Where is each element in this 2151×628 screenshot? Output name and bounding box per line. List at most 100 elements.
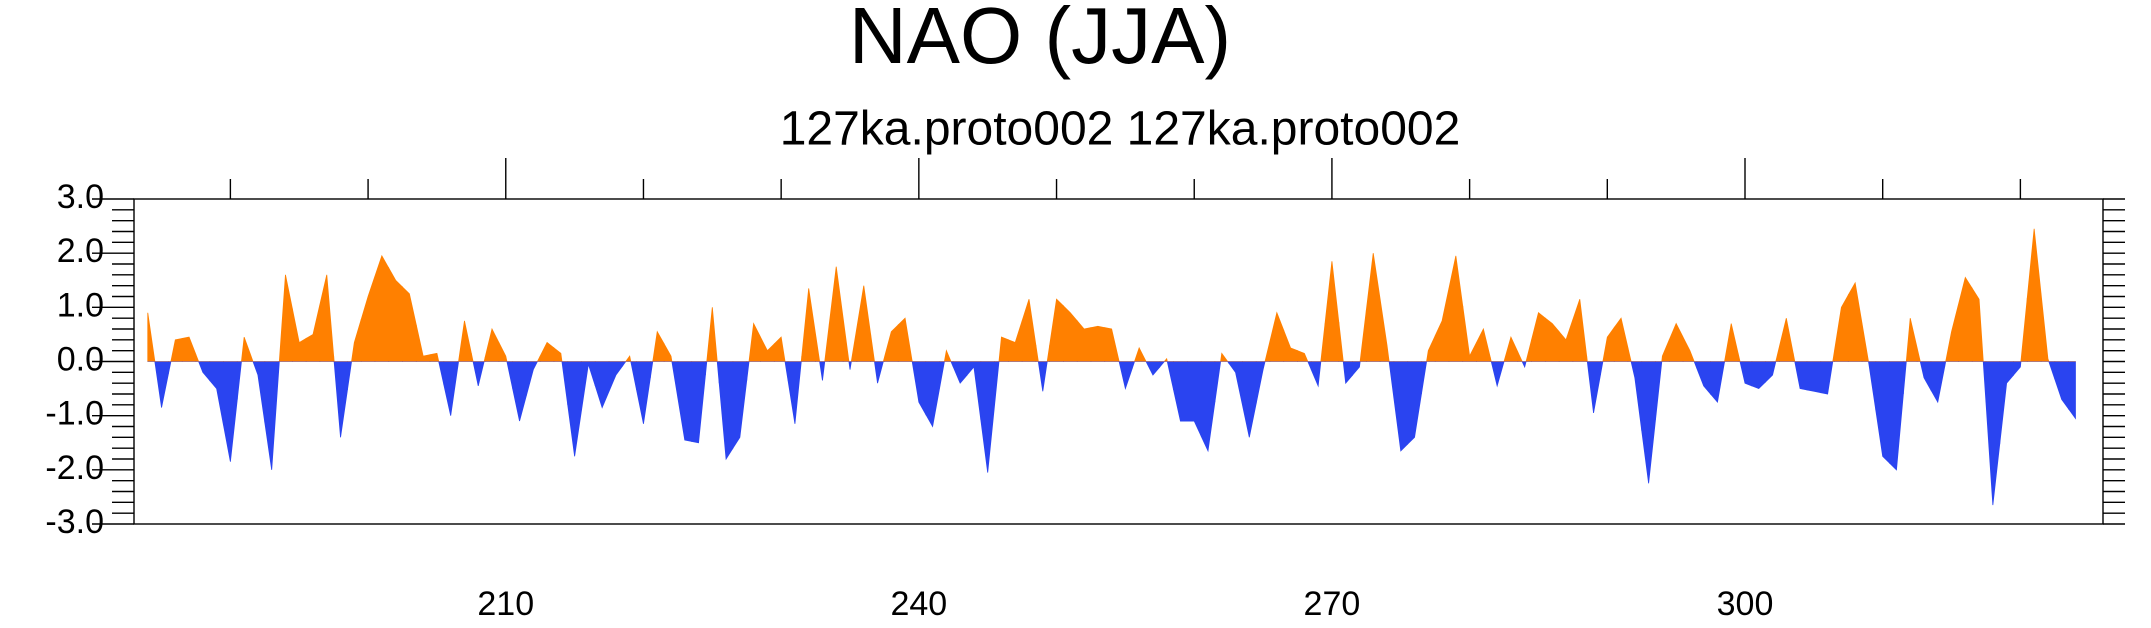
area-segment (1971, 286, 1987, 403)
area-segment (512, 361, 527, 422)
area-segment (1572, 299, 1588, 362)
area-segment (1421, 335, 1436, 395)
area-segment (1696, 361, 1711, 396)
area-segment (718, 361, 734, 461)
area-segment (594, 361, 610, 409)
area-segment (952, 361, 968, 384)
area-segment (760, 336, 775, 362)
area-segment (787, 356, 803, 424)
area-segment (470, 353, 486, 386)
area-segment (649, 330, 665, 378)
area-segment (1283, 330, 1298, 362)
area-segment (1407, 361, 1422, 446)
y-tick-label: 0.0 (57, 340, 104, 378)
area-segment (897, 317, 913, 362)
area-segment (278, 274, 293, 373)
area-segment (1916, 347, 1932, 392)
area-segment (319, 274, 335, 362)
area-segment (884, 323, 899, 362)
area-segment (1944, 304, 1959, 367)
area-segment (2054, 361, 2069, 411)
area-segment (636, 361, 651, 424)
area-segment (1173, 361, 1188, 422)
area-segment (1737, 353, 1753, 387)
area-segment (608, 361, 624, 392)
x-tick-label: 300 (1717, 585, 1774, 623)
area-segment (526, 355, 541, 396)
area-segment (415, 324, 431, 362)
area-segment (1434, 288, 1450, 362)
area-segment (925, 361, 940, 428)
area-segment (1930, 361, 1946, 404)
area-segment (1145, 361, 1161, 376)
area-segment (1338, 322, 1353, 385)
area-segment (1131, 346, 1147, 369)
area-segment (870, 334, 885, 384)
area-segment (1393, 361, 1409, 452)
area-segment (1710, 361, 1725, 404)
area-segment (333, 356, 348, 438)
area-segment (1352, 309, 1367, 377)
area-segment (553, 347, 569, 405)
plot-area: -3.0 -2.0 -1.0 0.0 1.0 2.0 3.0 210 240 270 300 (45, 158, 2125, 623)
y-tick-label: -3.0 (45, 503, 104, 541)
area-segment (1544, 317, 1560, 362)
area-segment (223, 361, 238, 462)
area-segment (1847, 281, 1863, 362)
area-segment (581, 361, 596, 411)
area-segment (1820, 350, 1835, 395)
area-segment (1462, 305, 1477, 362)
area-segment (911, 360, 927, 416)
area-segment (746, 322, 761, 381)
area-segment (443, 361, 458, 416)
area-segment (457, 320, 472, 369)
area-segment (347, 319, 362, 390)
area-segment (147, 312, 156, 362)
area-segment (732, 361, 748, 450)
area-segment (1242, 361, 1257, 438)
y-tick-label: 1.0 (57, 286, 104, 324)
area-segment (236, 336, 252, 400)
area-segment (705, 307, 720, 384)
area-segment (1600, 326, 1615, 376)
area-segment (2026, 228, 2042, 362)
area-segment (1792, 353, 1808, 391)
area-segment (1476, 327, 1491, 362)
area-segment (1558, 319, 1574, 362)
area-segment (1228, 361, 1243, 405)
area-segment (1834, 293, 1849, 362)
area-segment (1214, 352, 1230, 403)
area-segment (1063, 305, 1078, 362)
area-segment (2040, 293, 2056, 380)
area-segment (773, 336, 789, 381)
y-tick-label: 3.0 (57, 178, 104, 216)
area-segment (1159, 357, 1174, 391)
area-segment (1627, 347, 1643, 431)
area-segment (1365, 253, 1381, 362)
area-segment (1586, 356, 1601, 414)
area-segment (1310, 323, 1326, 388)
area-segment (1049, 298, 1064, 362)
area-segment (1035, 345, 1051, 392)
area-segment (1999, 361, 2014, 445)
area-segment (1007, 320, 1023, 362)
area-segment (1503, 335, 1519, 362)
area-segment (291, 308, 307, 362)
area-segment (1655, 339, 1670, 420)
area-segment (1090, 325, 1106, 362)
area-segment (539, 341, 555, 362)
area-segment (1489, 357, 1505, 388)
area-segment (1861, 323, 1877, 411)
y-tick-label: 2.0 (57, 232, 104, 270)
area-segment (1379, 299, 1395, 399)
area-segment (1118, 358, 1133, 391)
x-tick-label: 240 (890, 585, 947, 623)
area-segment (966, 361, 982, 420)
area-segment (1255, 341, 1271, 404)
area-segment (1902, 318, 1918, 395)
area-segment (842, 318, 858, 370)
x-tick-label: 270 (1304, 585, 1361, 623)
chart-title: NAO (JJA) (849, 0, 1231, 80)
area-segment (1613, 317, 1629, 362)
